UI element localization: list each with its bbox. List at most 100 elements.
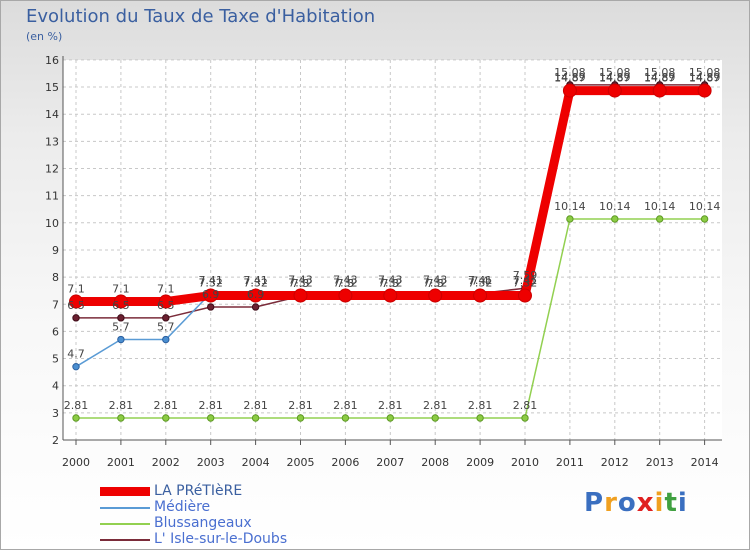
- y-tick-label: 5: [52, 353, 59, 366]
- x-tick-label: 2006: [331, 456, 359, 469]
- logo-letter: i: [677, 488, 688, 518]
- data-point: [428, 288, 443, 303]
- data-point: [72, 314, 80, 322]
- data-label: 14.87: [644, 72, 676, 85]
- y-tick-label: 8: [52, 271, 59, 284]
- data-label: 2.81: [378, 399, 403, 412]
- data-point: [162, 335, 170, 344]
- data-label: 6.5: [112, 299, 130, 312]
- y-tick-label: 16: [45, 54, 59, 67]
- data-point: [113, 294, 128, 309]
- data-point: [72, 362, 80, 371]
- x-tick-label: 2007: [376, 456, 404, 469]
- data-point: [293, 288, 308, 303]
- y-tick-label: 11: [45, 190, 59, 203]
- data-point: [476, 414, 484, 422]
- legend-swatch: [100, 487, 150, 496]
- data-label: 7.3: [292, 277, 310, 290]
- legend-label: L' Isle-sur-le-Doubs: [154, 531, 288, 547]
- data-label: 6.5: [67, 299, 85, 312]
- legend: LA PRéTIèRE Médière Blussangeaux L' Isle-su…: [100, 483, 360, 548]
- data-label: 7.32: [513, 277, 538, 290]
- y-tick-label: 10: [45, 217, 59, 230]
- data-label: 2.81: [468, 399, 493, 412]
- y-tick-label: 14: [45, 108, 59, 121]
- legend-swatch: [100, 507, 150, 509]
- y-tick-label: 4: [52, 380, 59, 393]
- logo-letter: r: [604, 488, 618, 518]
- data-label: 7.43: [378, 274, 403, 287]
- data-point: [162, 414, 170, 422]
- data-label: 7.41: [198, 274, 223, 287]
- proxiti-logo: Proxiti: [584, 488, 688, 518]
- x-tick-label: 2005: [287, 456, 315, 469]
- chart-title: Evolution du Taux de Taxe d'Habitation: [26, 6, 376, 27]
- x-tick-label: 2003: [197, 456, 225, 469]
- data-label: 7.32: [243, 277, 268, 290]
- data-point: [117, 335, 125, 344]
- data-label: 14.89: [644, 71, 676, 84]
- data-label: 5.7: [112, 321, 130, 334]
- data-label: 7.32: [198, 277, 223, 290]
- y-tick-label: 3: [52, 407, 59, 420]
- logo-letter: i: [654, 488, 665, 518]
- data-point: [431, 414, 439, 422]
- data-point: [207, 414, 215, 422]
- data-label: 14.89: [599, 71, 631, 84]
- legend-item: Médière: [100, 499, 360, 516]
- data-label: 2.81: [243, 399, 268, 412]
- data-point: [158, 294, 173, 309]
- x-tick-label: 2009: [466, 456, 494, 469]
- data-point: [473, 288, 488, 303]
- data-label: 7.43: [423, 274, 448, 287]
- data-label: 2.81: [423, 399, 448, 412]
- legend-swatch: [100, 539, 150, 541]
- logo-letter: o: [617, 488, 637, 518]
- legend-label: Médière: [154, 499, 211, 515]
- data-point: [562, 83, 577, 98]
- data-point: [207, 303, 215, 311]
- data-label: 15.08: [689, 66, 721, 79]
- data-label: 7.43: [288, 274, 313, 287]
- data-point: [203, 288, 218, 303]
- y-tick-label: 9: [52, 244, 59, 257]
- data-label: 2.81: [333, 399, 358, 412]
- y-tick-label: 13: [45, 135, 59, 148]
- data-point: [72, 414, 80, 422]
- data-label: 15.08: [599, 66, 631, 79]
- data-label: 10.14: [689, 200, 721, 213]
- logo-letter: P: [584, 488, 605, 518]
- data-point: [383, 288, 398, 303]
- data-point: [341, 414, 350, 422]
- data-label: 7.43: [333, 274, 358, 287]
- data-point: [607, 83, 622, 98]
- data-point: [162, 314, 170, 322]
- data-label: 7.32: [468, 277, 493, 290]
- data-label: 10.14: [599, 200, 631, 213]
- logo-letter: t: [664, 488, 678, 518]
- x-tick-label: 2012: [601, 456, 629, 469]
- data-point: [296, 414, 305, 422]
- data-label: 10.14: [644, 200, 676, 213]
- x-tick-label: 2013: [646, 456, 674, 469]
- data-label: 7.32: [423, 277, 448, 290]
- data-label: 10.14: [554, 200, 586, 213]
- data-point: [117, 314, 125, 322]
- data-point: [611, 215, 619, 223]
- data-label: 7.41: [243, 274, 268, 287]
- chart-subtitle: (en %): [26, 30, 63, 43]
- data-label: 2.81: [513, 399, 538, 412]
- y-tick-label: 2: [52, 434, 59, 447]
- data-point: [521, 414, 529, 422]
- x-tick-label: 2004: [242, 456, 270, 469]
- legend-item: Blussangeaux: [100, 515, 360, 532]
- data-label: 7.59: [513, 269, 538, 282]
- data-label: 2.81: [154, 399, 179, 412]
- data-point: [697, 83, 712, 98]
- x-tick-label: 2000: [62, 456, 90, 469]
- data-label: 14.89: [554, 71, 586, 84]
- data-label: 2.81: [198, 399, 223, 412]
- data-point: [386, 414, 394, 422]
- data-label: 7.3: [337, 277, 355, 290]
